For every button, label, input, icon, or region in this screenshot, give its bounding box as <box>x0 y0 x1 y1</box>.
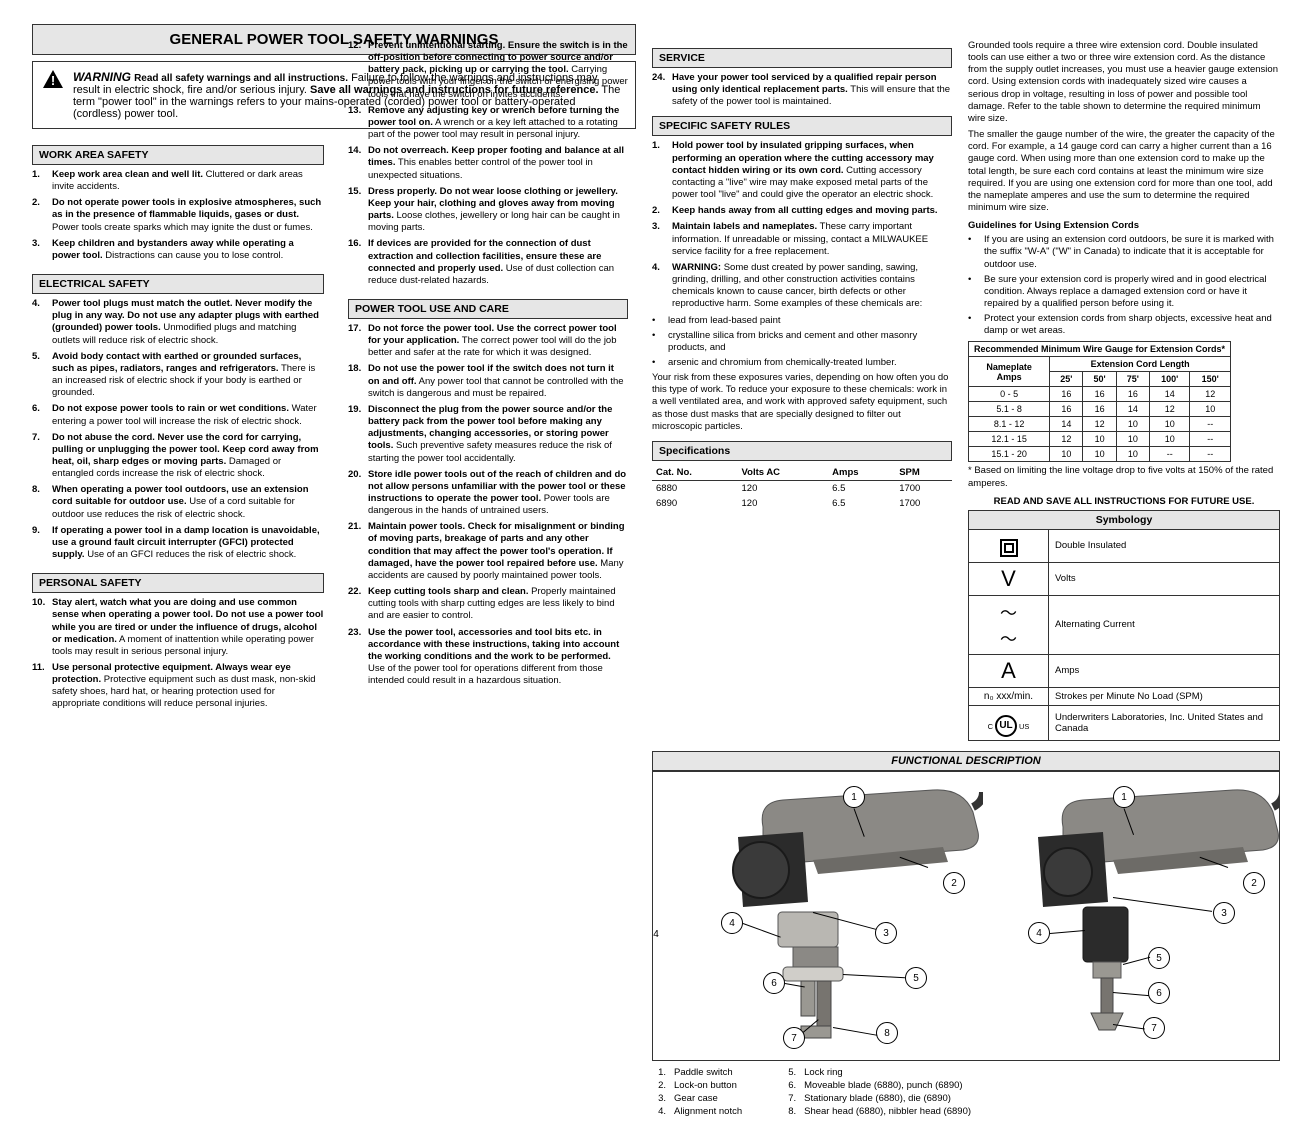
use-item: 17.Do not force the power tool. Use the … <box>348 323 628 359</box>
ext-cord-table: Recommended Minimum Wire Gauge for Exten… <box>968 341 1231 462</box>
work-item: 1.Keep work area clean and well lit. Clu… <box>32 169 324 193</box>
spec-item: 1.Hold power tool by insulated gripping … <box>652 140 952 201</box>
warning-readall: Read all safety warnings and all instruc… <box>134 73 348 84</box>
pers-item: 11.Use personal protective equipment. Al… <box>32 662 324 711</box>
elec-item: 4.Power tool plugs must match the outlet… <box>32 298 324 347</box>
elec-item: 6.Do not expose power tools to rain or w… <box>32 403 324 427</box>
use-item: 21.Maintain power tools. Check for misal… <box>348 521 628 582</box>
use-item: 20.Store idle power tools out of the rea… <box>348 469 628 518</box>
specific-hdr: SPECIFIC SAFETY RULES <box>652 116 952 136</box>
use-care-hdr: POWER TOOL USE AND CARE <box>348 299 628 319</box>
spec-bullet: •arsenic and chromium from chemically-tr… <box>652 357 952 369</box>
grounding-intro2: The smaller the gauge number of the wire… <box>968 129 1280 214</box>
service-item: 24.Have your power tool serviced by a qu… <box>652 72 952 108</box>
warning-word: WARNING <box>73 70 131 84</box>
spec-item: 2.Keep hands away from all cutting edges… <box>652 205 952 217</box>
page-number: 4 <box>653 929 659 940</box>
spm-icon: n₀ xxx/min. <box>969 687 1049 705</box>
volts-icon: V <box>969 562 1049 595</box>
use-item: 18.Do not use the power tool if the swit… <box>348 363 628 399</box>
elec-item: 8.When operating a power tool outdoors, … <box>32 484 324 520</box>
pers-item: 12.Prevent unintentional starting. Ensur… <box>348 40 628 101</box>
elec-item: 9.If operating a power tool in a damp lo… <box>32 525 324 561</box>
work-area-hdr: WORK AREA SAFETY <box>32 145 324 165</box>
ac-icon: 〜〜 <box>969 595 1049 654</box>
pers-item: 16.If devices are provided for the conne… <box>348 238 628 287</box>
amps-icon: A <box>969 654 1049 687</box>
double-insulated-icon <box>969 529 1049 562</box>
warning-triangle-icon: ! <box>43 70 63 120</box>
ext-guide-title: Guidelines for Using Extension Cords <box>968 220 1280 231</box>
spec-trailing: Your risk from these exposures varies, d… <box>652 372 952 433</box>
functional-hdr: FUNCTIONAL DESCRIPTION <box>652 751 1280 771</box>
pers-item: 10.Stay alert, watch what you are doing … <box>32 597 324 658</box>
use-item: 22.Keep cutting tools sharp and clean. P… <box>348 586 628 622</box>
readall-instructions: READ AND SAVE ALL INSTRUCTIONS FOR FUTUR… <box>968 496 1280 507</box>
svg-text:!: ! <box>51 73 55 88</box>
functional-diagram: 1 2 3 4 5 6 7 8 1 2 3 4 5 <box>652 771 1280 1061</box>
electrical-hdr: ELECTRICAL SAFETY <box>32 274 324 294</box>
spec-bullet: •lead from lead-based paint <box>652 315 952 327</box>
pers-item: 13.Remove any adjusting key or wrench be… <box>348 105 628 141</box>
spec-item: 4.WARNING: Some dust created by power sa… <box>652 262 952 311</box>
specs-table: Cat. No. Volts AC Amps SPM 68801206.5170… <box>652 465 952 511</box>
elec-item: 7.Do not abuse the cord. Never use the c… <box>32 432 324 481</box>
tool-nibbler-icon <box>983 782 1280 1052</box>
pers-item: 15.Dress properly. Do not wear loose clo… <box>348 186 628 235</box>
work-item: 2.Do not operate power tools in explosiv… <box>32 197 324 233</box>
ext-footnote: * Based on limiting the line voltage dro… <box>968 465 1280 489</box>
spec-bullet: •crystalline silica from bricks and ceme… <box>652 330 952 354</box>
grounding-intro1: Grounded tools require a three wire exte… <box>968 40 1280 125</box>
functional-legend: 1.Paddle switch 2.Lock-on button 3.Gear … <box>652 1067 1280 1118</box>
symbology-table: Symbology Double Insulated VVolts 〜〜Alte… <box>968 510 1280 742</box>
elec-item: 5.Avoid body contact with earthed or gro… <box>32 351 324 400</box>
ext-bullet: •Be sure your extension cord is properly… <box>968 274 1280 310</box>
pers-item: 14.Do not overreach. Keep proper footing… <box>348 145 628 181</box>
personal-hdr: PERSONAL SAFETY <box>32 573 324 593</box>
ul-icon: CULUS <box>969 705 1049 741</box>
use-item: 19.Disconnect the plug from the power so… <box>348 404 628 465</box>
ext-bullet: •Protect your extension cords from sharp… <box>968 313 1280 337</box>
spec-item: 3.Maintain labels and nameplates. These … <box>652 221 952 257</box>
use-item: 23.Use the power tool, accessories and t… <box>348 627 628 688</box>
ext-bullet: •If you are using an extension cord outd… <box>968 234 1280 270</box>
work-item: 3.Keep children and bystanders away whil… <box>32 238 324 262</box>
specs-hdr: Specifications <box>652 441 952 461</box>
service-hdr: SERVICE <box>652 48 952 68</box>
